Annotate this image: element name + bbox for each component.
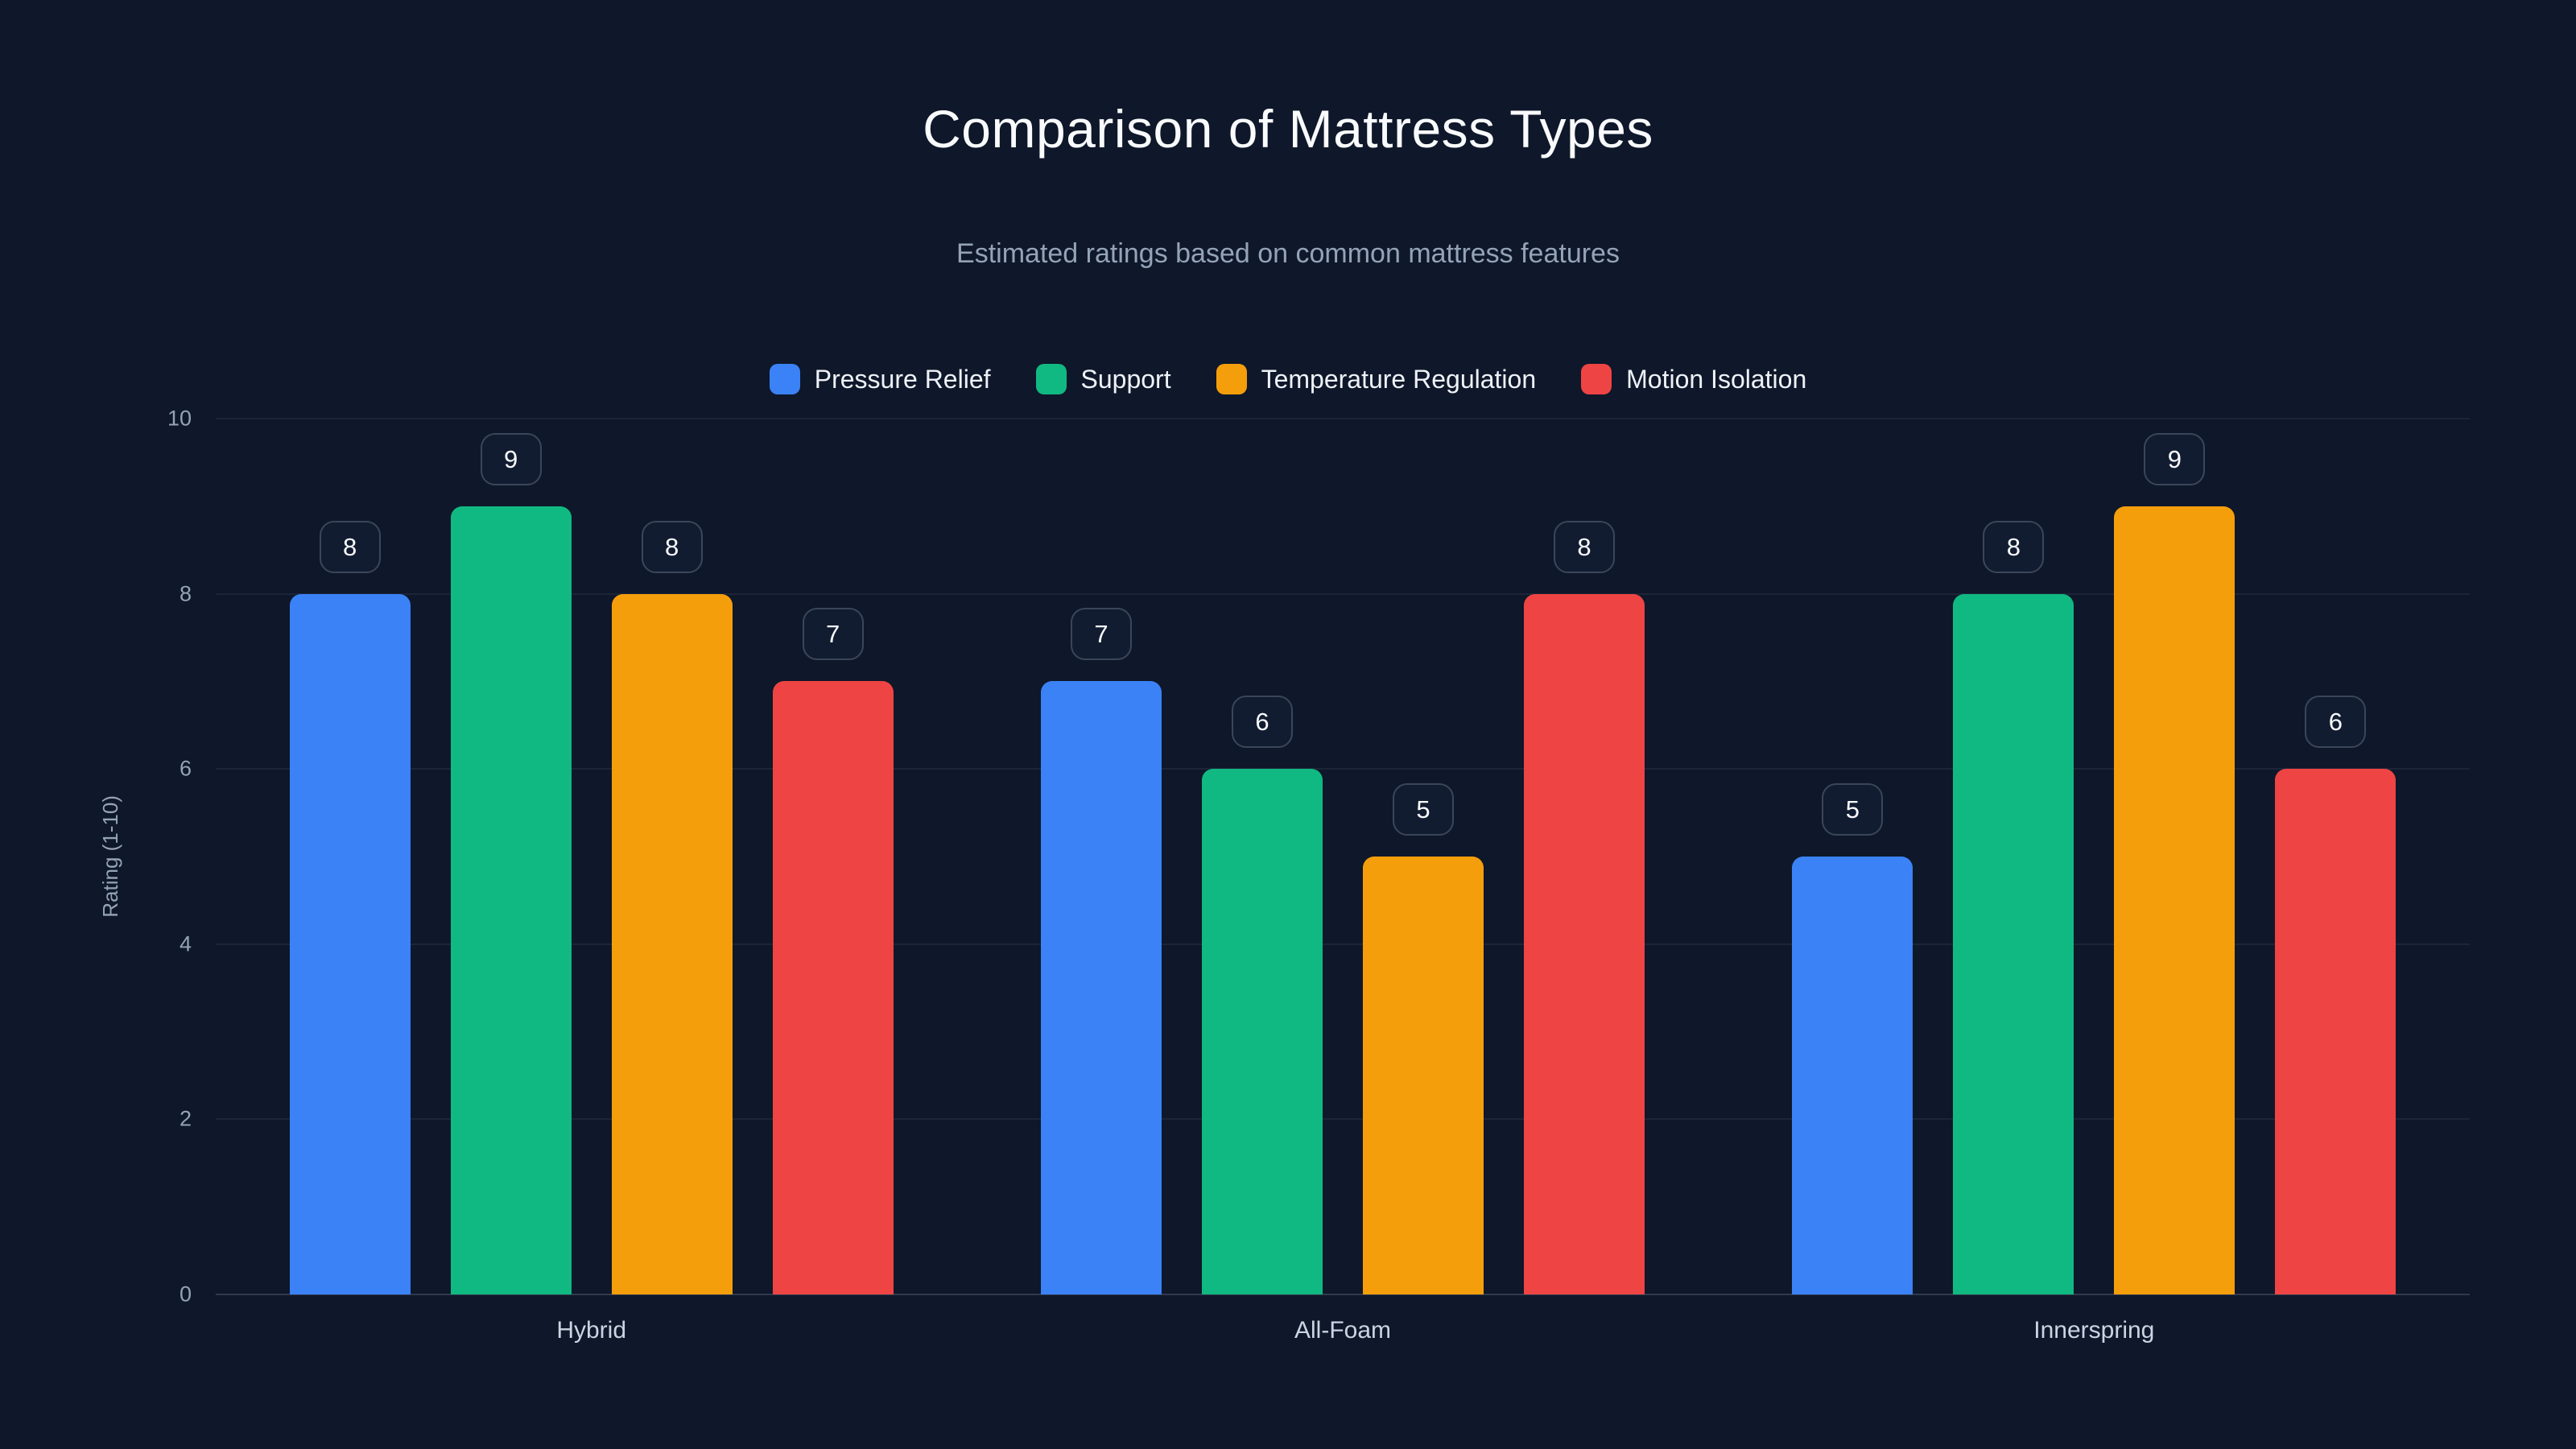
bar-cell: 6	[1201, 419, 1323, 1294]
bar-innerspring-support	[1953, 593, 2074, 1294]
x-category-label-hybrid: Hybrid	[556, 1317, 627, 1344]
chart-subtitle: Estimated ratings based on common mattre…	[956, 238, 1620, 269]
bar-value-label: 5	[1392, 783, 1454, 836]
bar-value-label: 9	[2144, 432, 2206, 485]
bar-value-label: 5	[1822, 783, 1884, 836]
y-tick-label: 2	[179, 1106, 192, 1131]
bar-cell: 8	[611, 419, 733, 1294]
x-category-label-all-foam: All-Foam	[1294, 1317, 1391, 1344]
y-tick-label: 8	[179, 581, 192, 606]
bar-value-label: 8	[319, 520, 381, 573]
legend: Pressure Relief Support Temperature Regula…	[0, 364, 2576, 394]
bar-all-foam-motion-isolation	[1523, 593, 1645, 1294]
bar-group-hybrid: 8 9 8 7	[216, 419, 967, 1294]
chart-title: Comparison of Mattress Types	[923, 99, 1653, 159]
bar-value-label: 8	[641, 520, 703, 573]
bar-cell: 8	[1523, 419, 1645, 1294]
bar-all-foam-temperature-regulation	[1362, 857, 1484, 1294]
legend-item-support[interactable]: Support	[1035, 364, 1171, 394]
bar-cell: 9	[2114, 419, 2235, 1294]
bar-innerspring-motion-isolation	[2275, 769, 2396, 1294]
legend-label: Temperature Regulation	[1261, 364, 1537, 394]
plot-area: 0 2 4 6 8 10 8 9 8 7 7 6 5 8 5 8 9 6	[167, 407, 2470, 1305]
legend-swatch-support	[1035, 364, 1067, 394]
legend-label: Support	[1080, 364, 1171, 394]
bar-hybrid-motion-isolation	[772, 681, 894, 1294]
bar-cell: 5	[1792, 419, 1913, 1294]
bar-value-label: 7	[802, 608, 864, 661]
y-tick-label: 10	[167, 406, 192, 431]
y-tick-label: 6	[179, 756, 192, 781]
bar-cell: 5	[1362, 419, 1484, 1294]
gridline	[216, 768, 2470, 770]
bar-cell: 7	[1040, 419, 1162, 1294]
bar-hybrid-temperature-regulation	[611, 593, 733, 1294]
bar-innerspring-pressure-relief	[1792, 857, 1913, 1294]
bar-hybrid-pressure-relief	[289, 593, 411, 1294]
gridline	[216, 592, 2470, 595]
bar-innerspring-temperature-regulation	[2114, 506, 2235, 1294]
bar-groups: 8 9 8 7 7 6 5 8 5 8 9 6	[216, 419, 2470, 1294]
bar-value-label: 7	[1070, 608, 1132, 661]
x-category-label-innerspring: Innerspring	[2033, 1317, 2155, 1344]
legend-label: Pressure Relief	[814, 364, 991, 394]
y-axis-title: Rating (1-10)	[98, 419, 123, 1294]
bar-value-label: 8	[1553, 520, 1615, 573]
x-axis-labels: Hybrid All-Foam Innerspring	[216, 1317, 2470, 1344]
legend-swatch-temperature-regulation	[1216, 364, 1247, 394]
gridline	[216, 943, 2470, 945]
bar-group-all-foam: 7 6 5 8	[967, 419, 1718, 1294]
bar-cell: 9	[450, 419, 572, 1294]
legend-item-motion-isolation[interactable]: Motion Isolation	[1581, 364, 1806, 394]
legend-item-temperature-regulation[interactable]: Temperature Regulation	[1216, 364, 1537, 394]
y-tick-label: 0	[179, 1282, 192, 1307]
bar-group-innerspring: 5 8 9 6	[1719, 419, 2470, 1294]
bar-value-label: 9	[480, 432, 542, 485]
bar-cell: 8	[289, 419, 411, 1294]
bar-hybrid-support	[450, 506, 572, 1294]
y-axis-title-text: Rating (1-10)	[98, 795, 122, 918]
bar-all-foam-pressure-relief	[1040, 681, 1162, 1294]
gridline	[216, 418, 2470, 419]
bar-cell: 6	[2275, 419, 2396, 1294]
legend-swatch-motion-isolation	[1581, 364, 1612, 394]
bar-value-label: 8	[1983, 520, 2045, 573]
y-tick-label: 4	[179, 931, 192, 956]
bar-cell: 7	[772, 419, 894, 1294]
legend-label: Motion Isolation	[1626, 364, 1807, 394]
bar-cell: 8	[1953, 419, 2074, 1294]
gridline	[216, 1118, 2470, 1121]
gridline	[216, 1294, 2470, 1295]
legend-item-pressure-relief[interactable]: Pressure Relief	[769, 364, 991, 394]
bar-all-foam-support	[1201, 769, 1323, 1294]
legend-swatch-pressure-relief	[769, 364, 800, 394]
bar-value-label: 6	[2305, 696, 2367, 749]
bar-value-label: 6	[1231, 696, 1293, 749]
